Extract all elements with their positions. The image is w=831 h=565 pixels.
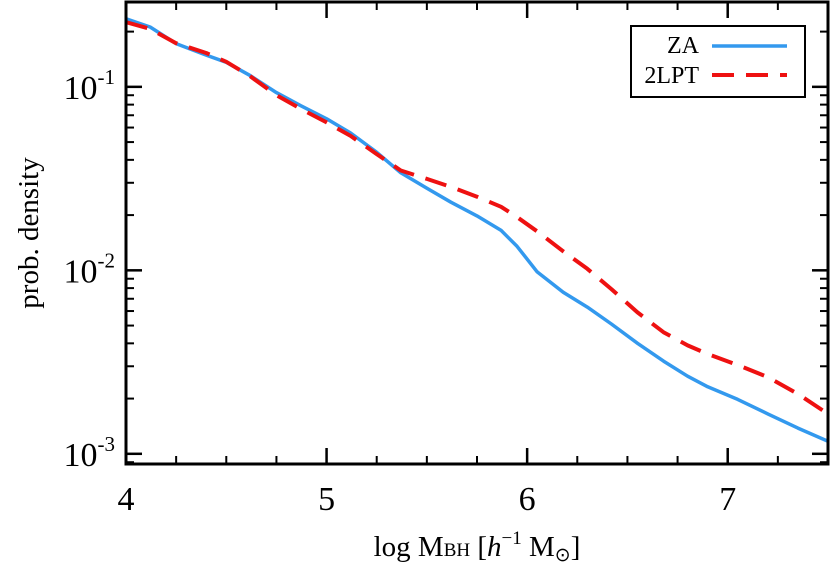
x-tick-label: 7 <box>719 481 736 518</box>
x-axis-label-bracket-open: [ <box>470 531 487 563</box>
legend-label-2lpt: 2LPT <box>644 63 699 89</box>
tick-labels-layer: 4 5 6 7 10-1 10-2 10-3 <box>64 65 737 518</box>
x-tick-label: 4 <box>118 481 135 518</box>
x-axis-label-prefix: log M <box>374 531 444 563</box>
y-tick-label: 10-2 <box>64 248 116 290</box>
y-tick-label: 10-1 <box>64 65 116 107</box>
x-axis-label-h-exponent: −1 <box>502 528 522 549</box>
series-line-2lpt <box>126 20 828 416</box>
legend-box <box>630 25 806 98</box>
x-tick-label: 6 <box>519 481 536 518</box>
x-tick-label: 5 <box>318 481 335 518</box>
series-layer <box>126 17 828 443</box>
plot-frame <box>124 0 830 466</box>
x-axis-label-odot: ⊙ <box>555 544 571 565</box>
x-axis-label-bracket-close: ] <box>571 531 581 563</box>
y-axis-label: prob. density <box>13 157 45 309</box>
legend-label-za: ZA <box>667 33 700 59</box>
x-axis-label: log MBH [h−1 M⊙] <box>374 528 581 565</box>
legend: ZA 2LPT <box>630 25 806 98</box>
x-axis-label-m: M <box>522 531 555 563</box>
x-axis-label-subscript: BH <box>444 540 471 561</box>
y-tick-label: 10-3 <box>64 432 116 474</box>
x-axis-label-h: h <box>487 531 502 563</box>
series-line-za <box>126 17 828 443</box>
